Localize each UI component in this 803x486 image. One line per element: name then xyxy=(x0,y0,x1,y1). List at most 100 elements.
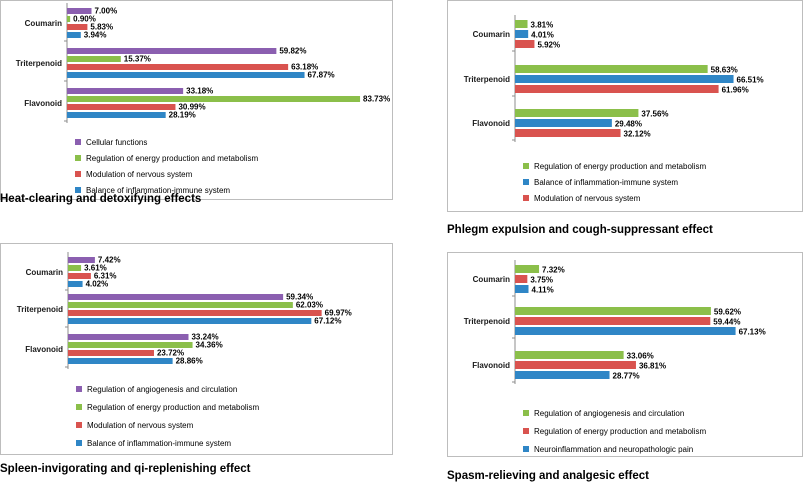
bar-flavonoid-1 xyxy=(515,119,612,127)
chart-svg: Coumarin 7.00%0.90%5.83%3.94% Triterpenoid… xyxy=(16,3,390,195)
bar-coumarin-0 xyxy=(515,265,540,273)
category-label: Flavonoid xyxy=(24,99,62,108)
bar-coumarin-2 xyxy=(68,273,91,279)
data-label: 66.51% xyxy=(737,76,764,85)
legend-swatch xyxy=(75,171,81,177)
bar-coumarin-1 xyxy=(67,16,71,22)
bar-triterpenoid-2 xyxy=(67,64,289,70)
data-label: 69.97% xyxy=(325,309,352,318)
legend-swatch xyxy=(523,195,529,201)
category-label: Coumarin xyxy=(25,19,62,28)
data-label: 59.34% xyxy=(286,293,313,302)
chart-svg: Coumarin 7.42%3.61%6.31%4.02% Triterpenoid… xyxy=(17,252,352,448)
data-label: 58.63% xyxy=(711,66,738,75)
legend-swatch xyxy=(523,428,529,434)
data-label: 30.99% xyxy=(178,103,205,112)
category-label: Flavonoid xyxy=(472,119,510,128)
legend-label: Regulation of energy production and meta… xyxy=(534,162,706,171)
legend-swatch xyxy=(523,163,529,169)
bar-triterpenoid-2 xyxy=(515,327,736,335)
chart-frame xyxy=(447,252,803,457)
legend-swatch xyxy=(76,422,82,428)
category-label: Triterpenoid xyxy=(17,305,63,314)
legend-swatch xyxy=(523,410,529,416)
bar-triterpenoid-0 xyxy=(68,294,284,300)
chart-title: Heat-clearing and detoxifying effects xyxy=(0,193,202,205)
chart-panel-spasm-relieving: Coumarin 7.32% 3.75% 4.11% Triterpenoid 59.62… xyxy=(447,252,803,486)
data-label: 33.24% xyxy=(191,333,218,342)
data-label: 28.77% xyxy=(613,372,640,381)
category-label: Flavonoid xyxy=(25,345,63,354)
bar-triterpenoid-1 xyxy=(67,56,121,62)
category-label: Triterpenoid xyxy=(16,59,62,68)
bar-flavonoid-0 xyxy=(515,109,639,117)
legend-label: Modulation of nervous system xyxy=(86,170,193,179)
legend-swatch xyxy=(75,155,81,161)
bar-flavonoid-2 xyxy=(68,350,154,356)
data-label: 37.56% xyxy=(641,110,668,119)
bar-flavonoid-1 xyxy=(67,96,361,102)
legend-label: Regulation of energy production and meta… xyxy=(86,154,258,163)
chart-svg: Coumarin 7.32%3.75%4.11% Triterpenoid 59.62… xyxy=(464,260,766,454)
data-label: 23.72% xyxy=(157,349,184,358)
legend-swatch xyxy=(75,139,81,145)
legend-label: Balance of inflammation-immune system xyxy=(87,439,231,448)
data-label: 6.31% xyxy=(94,272,117,281)
bar-coumarin-0 xyxy=(67,8,92,14)
bar-triterpenoid-1 xyxy=(515,317,711,325)
bar-flavonoid-2 xyxy=(515,129,621,137)
data-label: 63.18% xyxy=(291,63,318,72)
data-label: 59.62% xyxy=(714,308,741,317)
data-label: 67.13% xyxy=(739,328,766,337)
data-label: 67.12% xyxy=(314,317,341,326)
bar-coumarin-2 xyxy=(515,40,535,48)
bar-triterpenoid-0 xyxy=(515,65,708,73)
bar-triterpenoid-3 xyxy=(67,72,305,78)
bar-coumarin-2 xyxy=(515,285,529,293)
bar-triterpenoid-2 xyxy=(515,85,719,93)
category-label: Triterpenoid xyxy=(464,317,510,326)
bar-flavonoid-1 xyxy=(515,361,636,369)
data-label: 28.19% xyxy=(169,111,196,120)
data-label: 7.42% xyxy=(98,256,121,265)
bar-coumarin-2 xyxy=(67,24,88,30)
legend-label: Regulation of angiogenesis and circulati… xyxy=(87,385,237,394)
data-label: 4.11% xyxy=(532,286,554,295)
data-label: 34.36% xyxy=(196,341,223,350)
data-label: 3.81% xyxy=(531,21,554,30)
data-label: 7.32% xyxy=(542,266,565,275)
data-label: 61.96% xyxy=(722,86,749,95)
data-label: 3.94% xyxy=(84,31,107,40)
legend-swatch xyxy=(76,386,82,392)
bar-triterpenoid-0 xyxy=(515,307,711,315)
bar-flavonoid-2 xyxy=(515,371,610,379)
category-label: Coumarin xyxy=(473,30,510,39)
data-label: 28.86% xyxy=(176,357,203,366)
bar-triterpenoid-2 xyxy=(68,310,322,316)
category-label: Flavonoid xyxy=(472,361,510,370)
bar-coumarin-1 xyxy=(515,30,529,38)
chart-title: Spleen-invigorating and qi-replenishing … xyxy=(0,463,251,475)
bar-flavonoid-0 xyxy=(68,334,189,340)
legend-swatch xyxy=(523,446,529,452)
bar-triterpenoid-1 xyxy=(68,302,293,308)
bar-triterpenoid-0 xyxy=(67,48,277,54)
chart-title: Phlegm expulsion and cough-suppressant e… xyxy=(447,224,713,236)
bar-triterpenoid-1 xyxy=(515,75,734,83)
chart-panel-spleen-invigorating: Coumarin 7.42% 3.61% 6.31% 4.02% Triterpenoid… xyxy=(0,243,400,486)
data-label: 32.12% xyxy=(624,130,651,139)
bar-coumarin-3 xyxy=(67,32,81,38)
legend-label: Modulation of nervous system xyxy=(87,421,194,430)
data-label: 4.02% xyxy=(86,280,109,289)
bar-coumarin-0 xyxy=(68,257,95,263)
data-label: 0.90% xyxy=(73,15,96,24)
data-label: 67.87% xyxy=(308,71,335,80)
chart-frame xyxy=(0,243,393,455)
data-label: 33.06% xyxy=(627,352,654,361)
bar-coumarin-1 xyxy=(515,275,528,283)
chart-title: Spasm-relieving and analgesic effect xyxy=(447,470,649,482)
legend-label: Balance of inflammation-immune system xyxy=(86,186,230,195)
bar-flavonoid-0 xyxy=(515,351,624,359)
bar-flavonoid-3 xyxy=(67,112,166,118)
data-label: 3.75% xyxy=(530,276,553,285)
